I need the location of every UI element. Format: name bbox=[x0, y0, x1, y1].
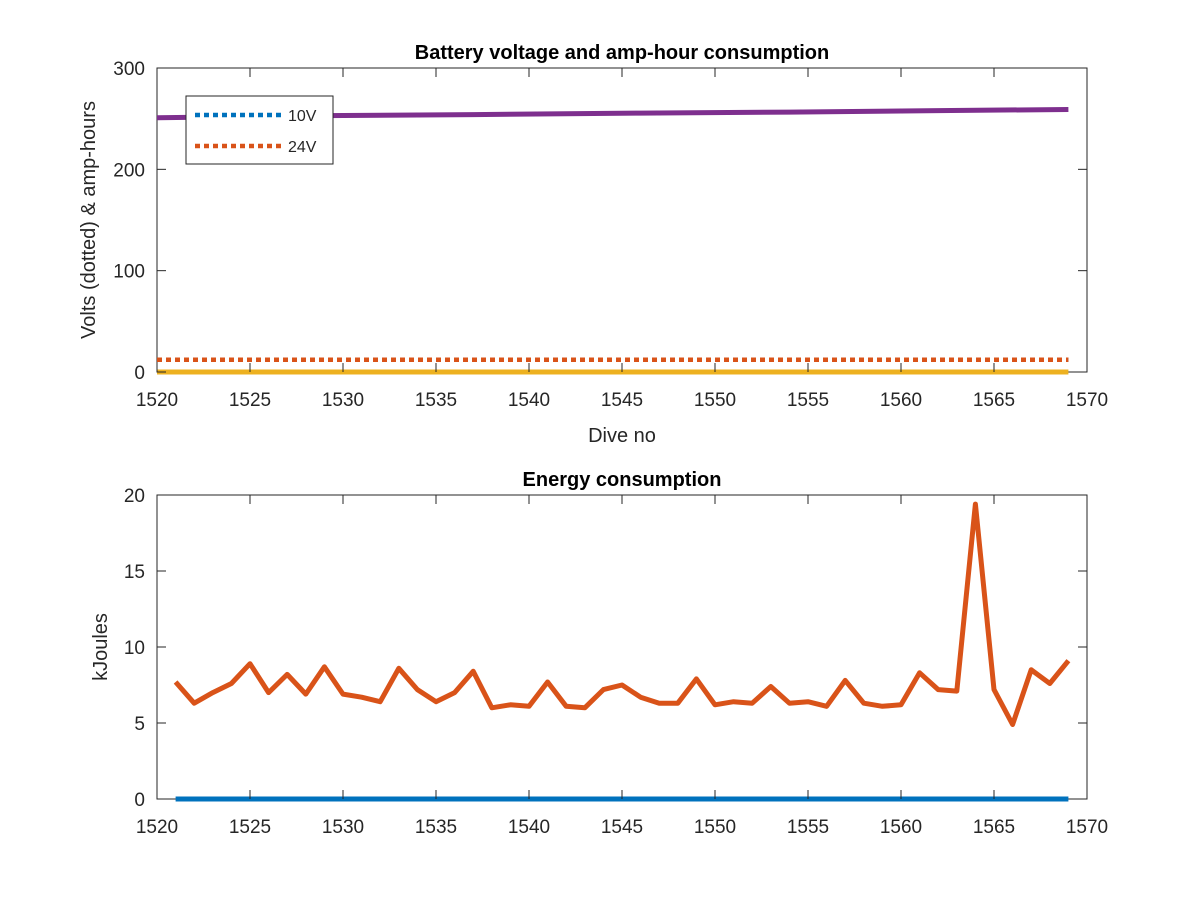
legend-label-0: 10V bbox=[288, 108, 317, 125]
top-chart-title: Battery voltage and amp-hour consumption bbox=[415, 42, 829, 64]
legend-label-1: 24V bbox=[288, 139, 317, 156]
bottom-x-tick-label: 1565 bbox=[973, 817, 1015, 838]
bottom-x-tick-label: 1525 bbox=[229, 817, 271, 838]
top-y-tick-label: 200 bbox=[113, 160, 145, 181]
bottom-y-tick-label: 10 bbox=[124, 638, 145, 659]
bottom-x-tick-label: 1535 bbox=[415, 817, 457, 838]
bottom-y-tick-label: 15 bbox=[124, 562, 145, 583]
bottom-x-tick-label: 1545 bbox=[601, 817, 643, 838]
top-x-tick-label: 1525 bbox=[229, 390, 271, 411]
top-x-tick-label: 1535 bbox=[415, 390, 457, 411]
bottom-series-line-1 bbox=[173, 501, 1071, 727]
top-x-tick-label: 1550 bbox=[694, 390, 736, 411]
top-x-tick-label: 1560 bbox=[880, 390, 922, 411]
top-x-tick-label: 1545 bbox=[601, 390, 643, 411]
top-y-tick-label: 300 bbox=[113, 59, 145, 80]
top-x-tick-label: 1530 bbox=[322, 390, 364, 411]
top-y-tick-label: 100 bbox=[113, 262, 145, 283]
bottom-chart-plot-area: 1520 1525 1530 1535 1540 1545 1550 1555 1560 1565… bbox=[124, 486, 1108, 838]
bottom-x-tick-label: 1540 bbox=[508, 817, 550, 838]
bottom-x-tick-label: 1555 bbox=[787, 817, 829, 838]
top-x-tick-label: 1555 bbox=[787, 390, 829, 411]
bottom-chart-title: Energy consumption bbox=[523, 469, 722, 491]
top-legend: 10V 24V bbox=[185, 95, 334, 165]
bottom-x-tick-label: 1530 bbox=[322, 817, 364, 838]
bottom-x-tick-label: 1520 bbox=[136, 817, 178, 838]
top-chart-panel: 1520 1525 1530 1535 1540 1545 1550 1555 1560 1565… bbox=[78, 42, 1108, 447]
bottom-y-tick-label: 20 bbox=[124, 486, 145, 507]
top-x-tick-label: 1570 bbox=[1066, 390, 1108, 411]
legend-box bbox=[185, 95, 334, 165]
bottom-y-tick-label: 5 bbox=[134, 714, 145, 735]
bottom-chart-panel: 1520 1525 1530 1535 1540 1545 1550 1555 1560 1565… bbox=[90, 469, 1108, 838]
top-y-axis-label: Volts (dotted) & amp-hours bbox=[78, 101, 100, 339]
bottom-x-tick-label: 1560 bbox=[880, 817, 922, 838]
top-x-tick-label: 1565 bbox=[973, 390, 1015, 411]
bottom-x-tick-label: 1570 bbox=[1066, 817, 1108, 838]
bottom-x-tick-label: 1550 bbox=[694, 817, 736, 838]
top-x-tick-label: 1540 bbox=[508, 390, 550, 411]
bottom-y-axis-label: kJoules bbox=[90, 613, 112, 681]
bottom-axes-box bbox=[156, 494, 1088, 800]
top-x-axis-label: Dive no bbox=[588, 425, 656, 447]
bottom-y-tick-label: 0 bbox=[134, 790, 145, 811]
top-y-tick-label: 0 bbox=[134, 363, 145, 384]
top-x-tick-label: 1520 bbox=[136, 390, 178, 411]
